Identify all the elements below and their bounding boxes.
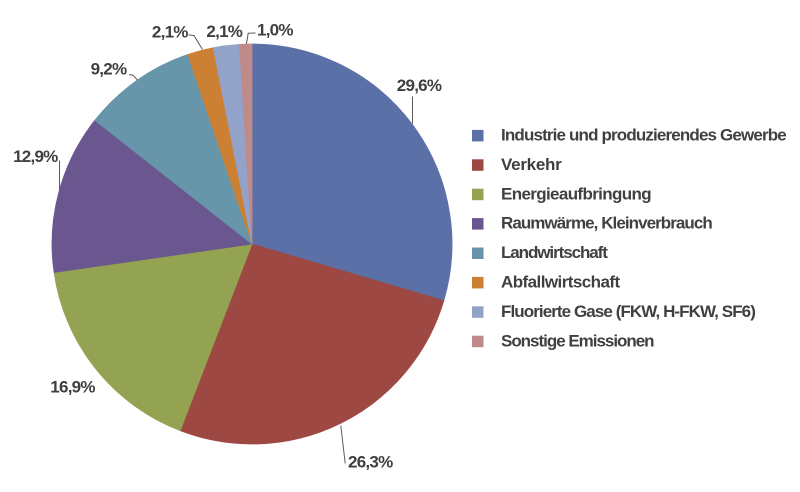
svg-text:Verkehr: Verkehr xyxy=(501,155,562,174)
svg-text:Sonstige Emissionen: Sonstige Emissionen xyxy=(501,331,654,350)
svg-text:16,9%: 16,9% xyxy=(50,378,95,397)
svg-text:2,1%: 2,1% xyxy=(152,23,188,42)
svg-text:Landwirtschaft: Landwirtschaft xyxy=(501,243,608,262)
svg-text:2,1%: 2,1% xyxy=(206,22,242,41)
svg-text:Abfallwirtschaft: Abfallwirtschaft xyxy=(501,273,620,292)
svg-text:Industrie und produzierendes G: Industrie und produzierendes Gewerbe xyxy=(501,126,786,145)
svg-text:9,2%: 9,2% xyxy=(91,60,127,79)
svg-text:26,3%: 26,3% xyxy=(348,452,393,471)
svg-text:Energieaufbringung: Energieaufbringung xyxy=(501,184,651,203)
svg-text:1,0%: 1,0% xyxy=(257,21,293,40)
svg-text:Raumwärme, Kleinverbrauch: Raumwärme, Kleinverbrauch xyxy=(501,214,712,233)
svg-text:12,9%: 12,9% xyxy=(13,147,58,166)
svg-text:Fluorierte Gase (FKW, H-FKW, S: Fluorierte Gase (FKW, H-FKW, SF6) xyxy=(501,302,755,321)
svg-text:29,6%: 29,6% xyxy=(397,76,442,95)
